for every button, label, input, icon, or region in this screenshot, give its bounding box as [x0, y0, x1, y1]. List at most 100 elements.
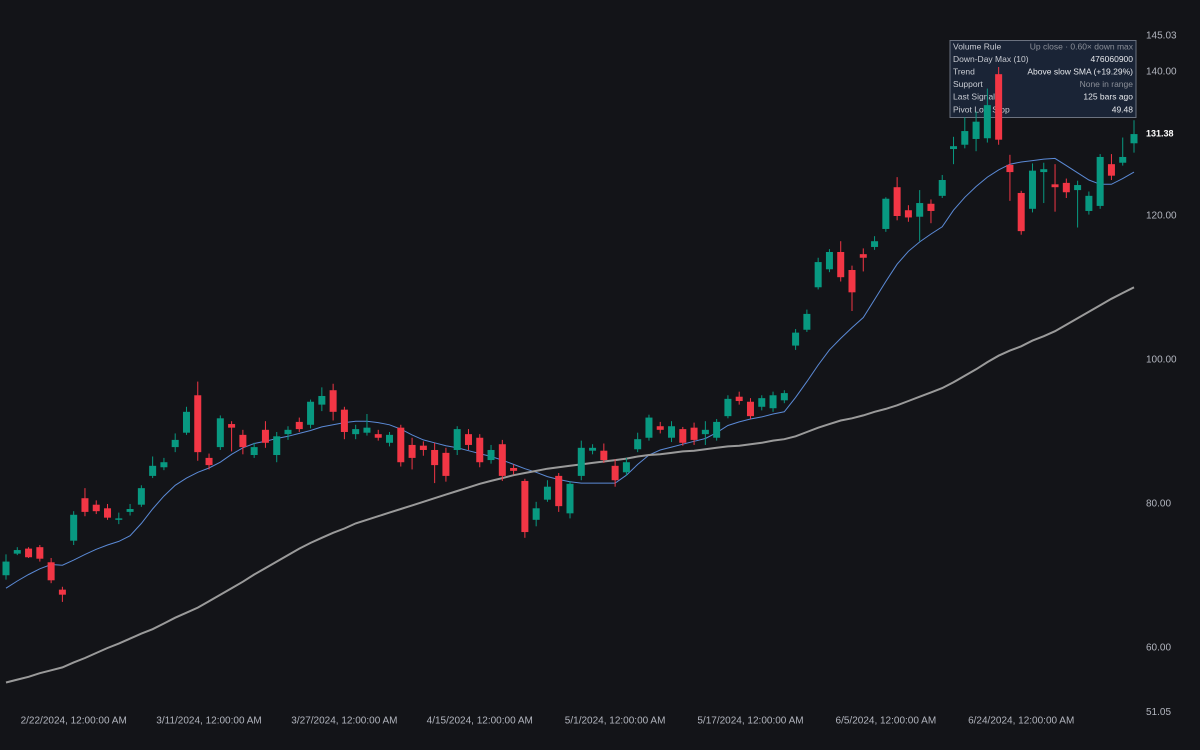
candle-body: [442, 452, 450, 476]
x-tick-label: 4/15/2024, 12:00:00 AM: [427, 716, 533, 727]
panel-value: 49.48: [1112, 104, 1134, 114]
candle-body: [848, 269, 856, 293]
x-tick-label: 6/24/2024, 12:00:00 AM: [968, 716, 1074, 727]
candle-body: [735, 396, 743, 402]
candle-body: [397, 427, 405, 463]
candle-body: [803, 313, 811, 330]
candle-body: [374, 434, 382, 438]
candle-body: [464, 434, 472, 445]
candle-body: [171, 439, 179, 448]
candle-body: [329, 390, 337, 412]
candle-body: [216, 418, 224, 448]
panel-value: 476060900: [1090, 54, 1133, 64]
candle-body: [634, 439, 642, 450]
panel-label: Down-Day Max (10): [953, 54, 1029, 64]
candle-body: [837, 251, 845, 278]
candle-body: [1074, 185, 1082, 191]
candle-body: [668, 426, 676, 438]
candle-body: [352, 429, 360, 435]
candle-body: [295, 421, 303, 430]
candle-body: [160, 462, 168, 468]
y-tick-label: 60.00: [1146, 643, 1171, 654]
candle-body: [340, 409, 348, 432]
candle-body: [104, 508, 112, 518]
candle-body: [792, 332, 800, 346]
candle-body: [758, 398, 766, 407]
info-panel: Volume Rule Up close · 0.60× down maxDown…: [949, 40, 1137, 118]
candle-body: [701, 429, 709, 435]
candle-body: [1040, 169, 1048, 173]
candle-body: [600, 450, 608, 461]
panel-label: Trend: [953, 66, 975, 76]
panel-value: Above slow SMA (+19.29%): [1027, 66, 1133, 76]
candle-body: [1107, 164, 1115, 176]
candle-body: [555, 475, 563, 507]
candle-body: [70, 514, 78, 541]
candle-body: [115, 518, 123, 520]
candle-body: [724, 398, 732, 417]
panel-label: Last Signal: [953, 92, 995, 102]
candle-body: [611, 465, 619, 481]
candle-body: [205, 457, 213, 466]
candle-body: [47, 562, 55, 581]
x-tick-label: 3/27/2024, 12:00:00 AM: [291, 716, 397, 727]
candle-body: [386, 434, 394, 443]
y-tick-label: 80.00: [1146, 499, 1171, 510]
candle-body: [126, 509, 134, 512]
candle-body: [36, 547, 44, 559]
candle-body: [1096, 156, 1104, 206]
ma-line: [5, 286, 1135, 684]
candle-body: [859, 254, 867, 258]
candle-body: [679, 429, 687, 443]
candle-body: [92, 504, 100, 512]
candle-body: [81, 498, 89, 512]
candle-body: [916, 203, 924, 217]
candle-body: [284, 429, 292, 435]
panel-label: Support: [953, 79, 983, 89]
y-tick-label: 51.05: [1146, 707, 1171, 718]
candle-body: [1051, 184, 1059, 188]
candle-body: [307, 401, 315, 425]
candle-body: [645, 417, 653, 438]
candle-body: [814, 262, 822, 288]
candle-body: [318, 395, 326, 405]
last-price-label: 131.38: [1146, 128, 1174, 138]
candle-body: [927, 203, 935, 211]
candle-body: [182, 411, 190, 433]
candle-body: [950, 146, 958, 150]
candle-body: [893, 187, 901, 217]
candle-body: [656, 426, 664, 430]
candle-body: [961, 131, 969, 145]
candle-body: [58, 589, 66, 595]
candle-body: [532, 508, 540, 520]
panel-box: [949, 40, 1137, 118]
candle-body: [983, 105, 991, 139]
candle-body: [137, 488, 145, 505]
candle-body: [566, 483, 574, 514]
panel-value: 125 bars ago: [1083, 92, 1133, 102]
candle-body: [13, 550, 21, 554]
panel-label: Pivot Low Stop: [953, 104, 1010, 114]
y-tick-label: 120.00: [1146, 211, 1177, 222]
x-tick-label: 3/11/2024, 12:00:00 AM: [156, 716, 261, 727]
candle-body: [1028, 170, 1036, 209]
candle-body: [261, 429, 269, 443]
candle-body: [577, 447, 585, 476]
candle-body: [825, 251, 833, 270]
panel-label: Volume Rule: [953, 41, 1001, 51]
candle-body: [498, 444, 506, 476]
x-tick-label: 5/1/2024, 12:00:00 AM: [565, 716, 666, 727]
candle-body: [589, 447, 597, 451]
candle-body: [1085, 195, 1093, 211]
x-tick-label: 5/17/2024, 12:00:00 AM: [697, 716, 803, 727]
y-tick-label: 100.00: [1146, 355, 1177, 366]
x-tick-label: 6/5/2024, 12:00:00 AM: [836, 716, 937, 727]
candle-body: [882, 198, 890, 229]
candle-body: [769, 395, 777, 409]
candle-body: [1130, 134, 1138, 144]
candle-body: [622, 462, 630, 473]
candle-body: [25, 548, 33, 558]
candle-body: [871, 241, 879, 247]
candle-body: [1062, 182, 1070, 193]
